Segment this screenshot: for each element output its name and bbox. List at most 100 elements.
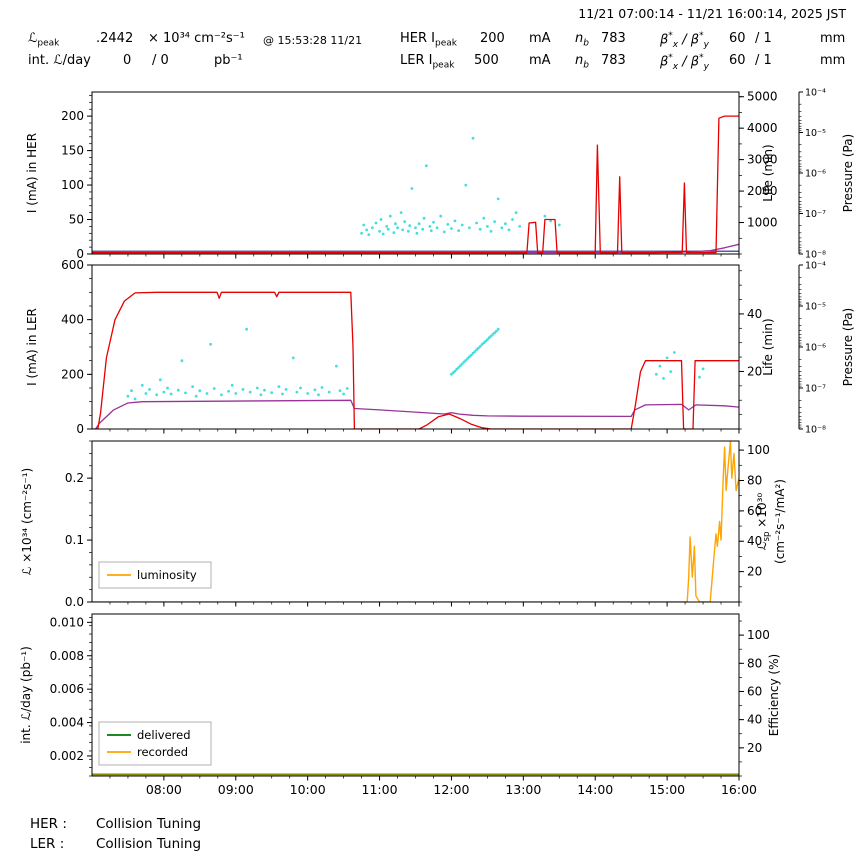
svg-text:10⁻⁵: 10⁻⁵: [805, 302, 826, 313]
svg-text:4000: 4000: [747, 121, 778, 135]
ler-ipeak-subscript: peak: [432, 60, 455, 71]
svg-text:recorded: recorded: [137, 745, 188, 759]
svg-text:Pressure (Pa): Pressure (Pa): [841, 134, 855, 212]
beta-sub-x: x: [672, 61, 679, 72]
svg-text:Pressure (Pa): Pressure (Pa): [841, 308, 855, 386]
lpeak-symbol: ℒ: [28, 31, 38, 46]
svg-text:15:00: 15:00: [649, 782, 685, 797]
her-ipeak-label: HER Ipeak: [400, 31, 457, 49]
svg-text:I (mA) in HER: I (mA) in HER: [25, 133, 39, 213]
svg-text:0.002: 0.002: [50, 749, 84, 763]
svg-text:100: 100: [61, 178, 84, 192]
integrated-luminosity-panel: 0.002 0.004 0.006 0.008 0.010 20 40 60 80 100 Effi…: [19, 613, 781, 781]
svg-text:40: 40: [747, 713, 762, 727]
beta-separator: / β: [678, 54, 700, 70]
beta-star-x: *: [668, 53, 673, 63]
svg-text:luminosity: luminosity: [137, 568, 197, 582]
ler-current-unit: mA: [529, 53, 551, 68]
svg-text:0: 0: [76, 247, 84, 261]
beta-sub-x: x: [672, 39, 679, 50]
svg-text:0.010: 0.010: [50, 615, 84, 629]
her-beta-label: β*x / β*y: [660, 31, 709, 50]
ler-beta-label: β*x / β*y: [660, 53, 709, 72]
svg-text:10⁻⁴: 10⁻⁴: [805, 88, 826, 99]
her-beta-value: 60: [729, 31, 746, 46]
intl-value: 0: [123, 53, 132, 68]
svg-text:100: 100: [747, 443, 770, 457]
ler-status-value: Collision Tuning: [96, 836, 202, 852]
svg-text:10⁻⁸: 10⁻⁸: [805, 425, 826, 436]
svg-text:150: 150: [61, 144, 84, 158]
ler-nb-label: nb: [575, 53, 589, 71]
svg-text:Efficiency (%): Efficiency (%): [767, 654, 781, 736]
svg-text:80: 80: [747, 473, 762, 487]
intl-slash: / 0: [152, 53, 169, 68]
svg-text:10⁻⁸: 10⁻⁸: [805, 250, 826, 261]
her-status-value: Collision Tuning: [96, 816, 202, 832]
svg-text:(cm⁻²s⁻¹/mA²): (cm⁻²s⁻¹/mA²): [773, 479, 787, 564]
time-range: 11/21 07:00:14 - 11/21 16:00:14, 2025 JS…: [578, 6, 846, 21]
svg-text:20: 20: [747, 364, 762, 378]
svg-text:0.004: 0.004: [50, 716, 84, 730]
svg-text:0.2: 0.2: [65, 471, 84, 485]
nb-subscript: b: [583, 60, 589, 71]
beta-symbol-x: β: [660, 54, 669, 70]
svg-text:10⁻⁷: 10⁻⁷: [805, 384, 826, 395]
svg-text:14:00: 14:00: [577, 782, 613, 797]
ler-status-label: LER :: [30, 836, 65, 852]
svg-text:11:00: 11:00: [362, 782, 398, 797]
ler-ipeak-text: LER I: [400, 53, 433, 68]
svg-text:09:00: 09:00: [218, 782, 254, 797]
svg-text:100: 100: [747, 628, 770, 642]
svg-text:2000: 2000: [747, 184, 778, 198]
svg-text:10⁻⁴: 10⁻⁴: [805, 261, 826, 272]
ler-ipeak-label: LER Ipeak: [400, 53, 454, 71]
ler-beta-unit: mm: [820, 53, 846, 68]
svg-text:Life (min): Life (min): [761, 318, 775, 375]
svg-text:40: 40: [747, 307, 762, 321]
svg-text:60: 60: [747, 504, 762, 518]
lpeak-label: ℒpeak: [28, 31, 59, 49]
svg-text:40: 40: [747, 534, 762, 548]
svg-text:1000: 1000: [747, 216, 778, 230]
svg-text:10⁻⁶: 10⁻⁶: [805, 169, 826, 180]
lpeak-subscript: peak: [37, 38, 60, 49]
svg-text:10:00: 10:00: [290, 782, 326, 797]
svg-text:16:00: 16:00: [721, 782, 757, 797]
lpeak-timestamp: @ 15:53:28 11/21: [263, 34, 363, 47]
her-beta-unit: mm: [820, 31, 846, 46]
svg-text:200: 200: [61, 367, 84, 381]
intl-label: int. ℒ/day: [28, 53, 91, 68]
her-nb-value: 783: [601, 31, 626, 46]
svg-text:200: 200: [61, 109, 84, 123]
nb-symbol: n: [575, 31, 584, 46]
her-ipeak-text: HER I: [400, 31, 435, 46]
beta-sub-y: y: [703, 61, 709, 72]
lpeak-value: .2442: [96, 31, 134, 46]
beta-star-y: *: [699, 31, 704, 41]
ler-ipeak-value: 500: [474, 53, 499, 68]
ler-beta-value: 60: [729, 53, 746, 68]
beta-separator: / β: [678, 32, 700, 48]
ler-nb-value: 783: [601, 53, 626, 68]
svg-text:08:00: 08:00: [146, 782, 182, 797]
her-status-label: HER :: [30, 816, 67, 832]
svg-text:0.1: 0.1: [65, 533, 84, 547]
svg-text:Life (min): Life (min): [761, 144, 775, 201]
her-nb-label: nb: [575, 31, 589, 49]
svg-text:I (mA) in LER: I (mA) in LER: [25, 308, 39, 386]
svg-text:60: 60: [747, 684, 762, 698]
svg-text:0: 0: [76, 422, 84, 436]
beta-symbol-x: β: [660, 32, 669, 48]
nb-subscript: b: [583, 38, 589, 49]
svg-text:ℒsp ×10³⁰: ℒsp ×10³⁰: [755, 493, 772, 551]
svg-text:400: 400: [61, 313, 84, 327]
her-ipeak-value: 200: [480, 31, 505, 46]
svg-text:600: 600: [61, 258, 84, 272]
luminosity-panel: 0.0 0.1 0.2 20 40 60 80 100 ℒsp ×10³⁰ (cm⁻²s⁻¹/mA…: [20, 440, 787, 609]
her-beta-ratio: / 1: [755, 31, 772, 46]
her-ipeak-subscript: peak: [435, 38, 457, 49]
her-current-panel: 0 50 100 150 200 1000 2000 3000 4000 5000 Life (mi…: [25, 88, 855, 262]
beta-sub-y: y: [703, 39, 709, 50]
